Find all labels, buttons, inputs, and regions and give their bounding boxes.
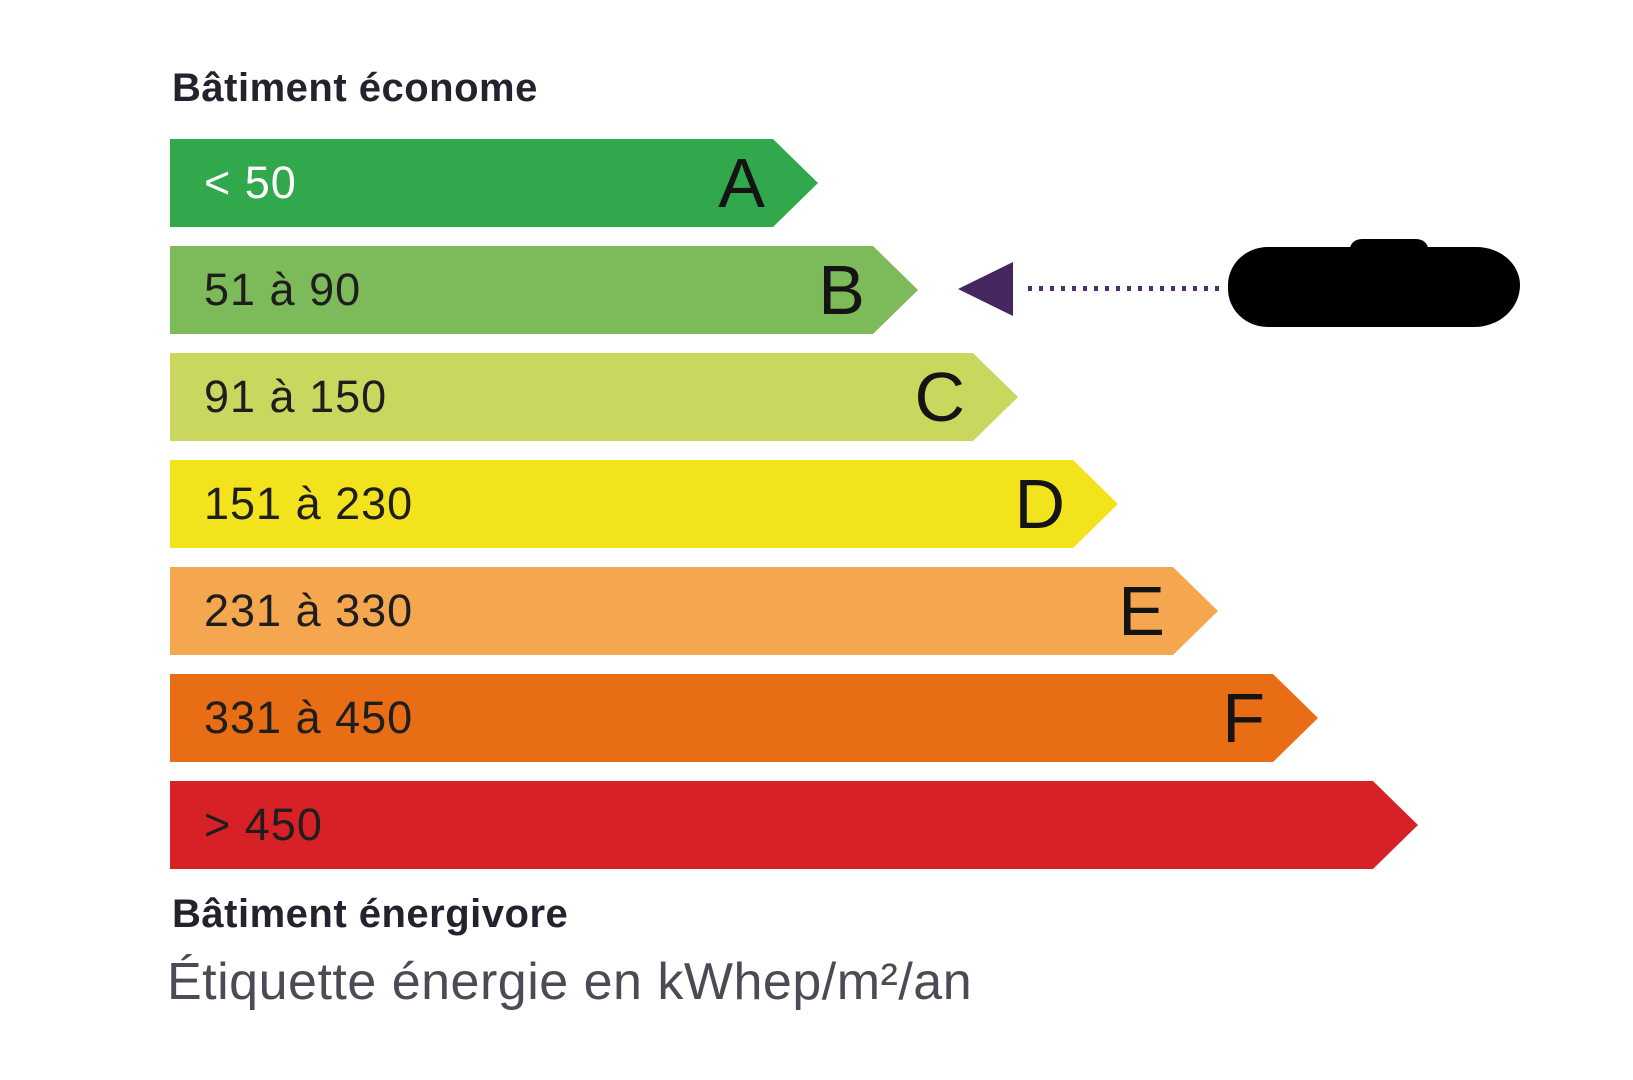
range-label: 331 à 450 <box>204 692 414 743</box>
indicator-dotted-line <box>1028 286 1223 291</box>
energy-class-bar-a: < 50 A <box>170 139 818 227</box>
class-letter: A <box>718 144 765 222</box>
class-letter: D <box>1014 465 1065 543</box>
energy-class-bar-f: 331 à 450 F <box>170 674 1318 762</box>
range-label: 51 à 90 <box>204 264 362 315</box>
range-label: < 50 <box>204 157 297 208</box>
range-label: > 450 <box>204 799 323 850</box>
class-letter: E <box>1118 572 1165 650</box>
energy-class-bar-e: 231 à 330 E <box>170 567 1218 655</box>
class-letter: C <box>914 358 965 436</box>
range-label: 91 à 150 <box>204 371 388 422</box>
energy-label-caption: Étiquette énergie en kWhep/m²/an <box>167 953 973 1011</box>
energy-class-bar-d: 151 à 230 D <box>170 460 1118 548</box>
energy-class-bar-b: 51 à 90 B <box>170 246 918 334</box>
economical-building-label: Bâtiment économe <box>172 66 538 110</box>
range-label: 151 à 230 <box>204 478 414 529</box>
redacted-value-blob <box>1228 239 1520 327</box>
class-letter: B <box>818 251 865 329</box>
energy-class-bar-c: 91 à 150 C <box>170 353 1018 441</box>
left-arrow-icon <box>958 262 1013 316</box>
energy-class-bar-g: > 450 <box>170 781 1418 869</box>
energy-scale: < 50 A 51 à 90 B 91 à 150 C 151 à 230 D … <box>170 139 1418 888</box>
energy-intensive-building-label: Bâtiment énergivore <box>172 892 569 936</box>
range-label: 231 à 330 <box>204 585 414 636</box>
class-letter: F <box>1222 679 1265 757</box>
